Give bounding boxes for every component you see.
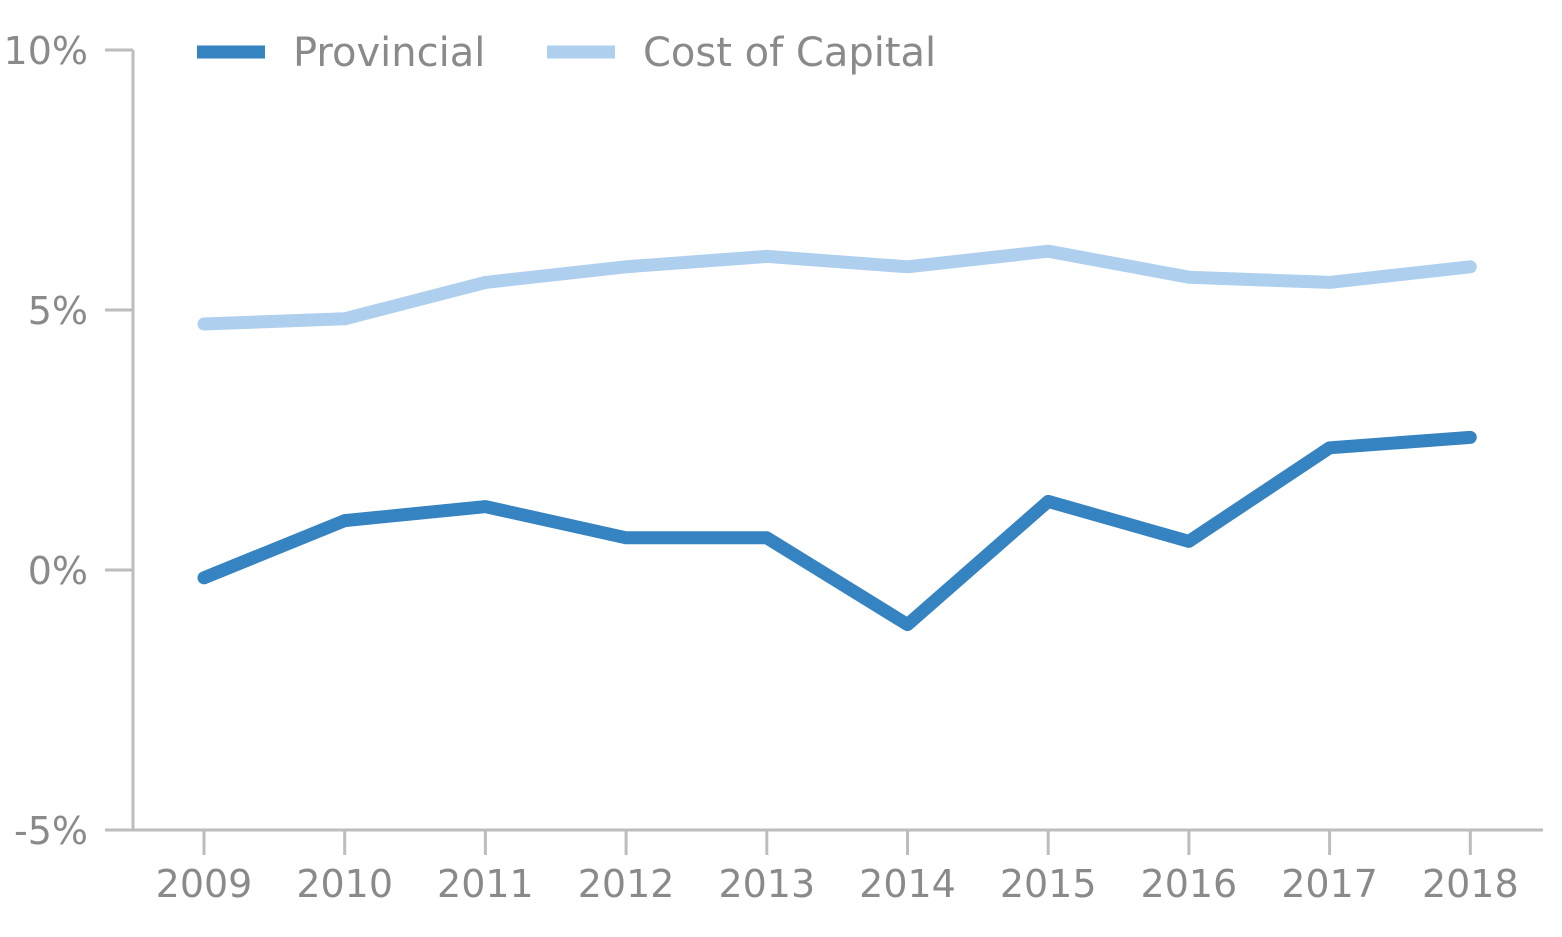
x-tick-label: 2015	[1000, 862, 1097, 906]
series-lines	[197, 244, 1477, 632]
series-line-provincial	[197, 430, 1477, 632]
x-tick-label: 2016	[1141, 862, 1238, 906]
y-tick-label: 5%	[28, 289, 88, 333]
legend-label-provincial: Provincial	[293, 30, 485, 76]
x-tick-label: 2017	[1281, 862, 1378, 906]
y-tick-label: 10%	[4, 29, 88, 73]
x-tick-label: 2014	[859, 862, 956, 906]
series-line-cost-of-capital	[197, 244, 1477, 331]
legend: Provincial Cost of Capital	[197, 30, 936, 76]
x-tick-label: 2012	[578, 862, 675, 906]
y-ticks: 10% 5% 0% -5%	[4, 29, 133, 853]
x-tick-label: 2018	[1422, 862, 1519, 906]
x-tick-label: 2010	[296, 862, 393, 906]
x-tick-label: 2011	[437, 862, 534, 906]
legend-label-cost-of-capital: Cost of Capital	[643, 30, 936, 76]
y-tick-label: -5%	[14, 809, 88, 853]
y-tick-label: 0%	[28, 549, 88, 593]
x-tick-label: 2009	[156, 862, 253, 906]
x-ticks: 2009 2010 2011 2012 2013 2014 2015 2016 2017 2018	[156, 830, 1519, 906]
axes	[131, 50, 1543, 832]
x-tick-label: 2013	[718, 862, 815, 906]
